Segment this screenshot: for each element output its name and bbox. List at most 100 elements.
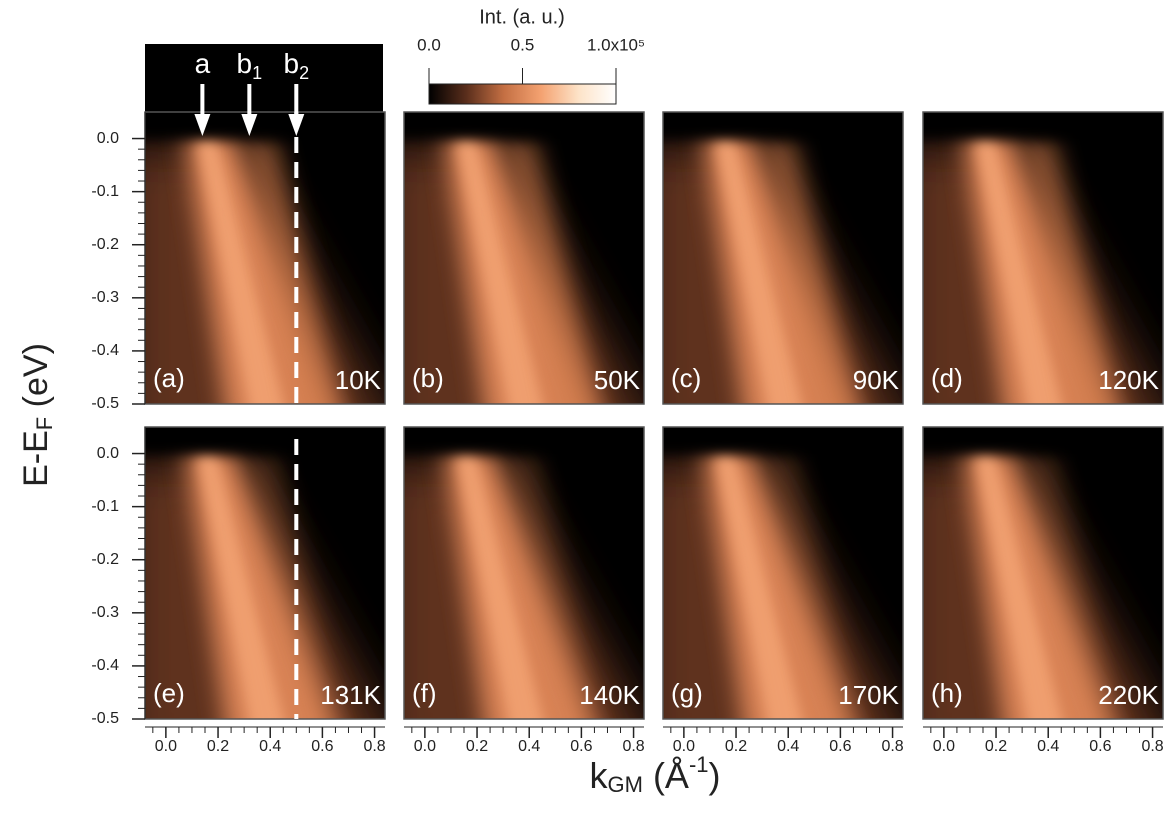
marker-label-sub: 1 [252, 63, 262, 83]
intensity-region [715, 453, 803, 719]
x-tick-label: 0.4 [518, 738, 540, 755]
fermi-cutoff [923, 112, 1163, 139]
temperature-label: 140K [579, 680, 640, 710]
y-tick-label: -0.2 [91, 551, 119, 568]
heatmap [404, 427, 644, 719]
x-tick-label: 0.8 [881, 738, 903, 755]
intensity-region [456, 138, 544, 404]
y-axis-label: E-EF (eV) [17, 343, 57, 487]
intensity-region [1022, 138, 1120, 404]
temperature-label: 131K [320, 680, 381, 710]
x-tick-label: 0.4 [259, 738, 281, 755]
panel-frame [922, 111, 1164, 405]
colorbar-tick-label: 1.0x10⁵ [587, 35, 645, 54]
heatmap [663, 427, 903, 719]
x-tick-label: 0.8 [363, 738, 385, 755]
intensity-region [197, 453, 285, 719]
heatmap [923, 112, 1163, 404]
marker-label-main: b [237, 48, 253, 79]
heatmap [145, 427, 385, 719]
panel-label: (d) [931, 363, 963, 393]
y-tick-label: -0.3 [91, 289, 119, 306]
intensity-region [715, 138, 803, 404]
y-tick-label: -0.1 [91, 183, 119, 200]
intensity-region [762, 453, 860, 719]
intensity-region [503, 453, 601, 719]
heatmap [404, 112, 644, 404]
intensity-region [456, 453, 544, 719]
x-tick-label: 0.6 [311, 738, 333, 755]
heatmap [663, 112, 903, 404]
fermi-cutoff [663, 427, 903, 454]
y-tick-label: -0.5 [91, 395, 119, 412]
marker-label: a [195, 48, 211, 79]
panel-frame [662, 426, 904, 720]
marker-label: b1 [237, 48, 263, 82]
x-tick-label: 0.0 [673, 738, 695, 755]
x-tick-label: 0.4 [777, 738, 799, 755]
panel-label: (f) [412, 678, 437, 708]
intensity-region [503, 138, 601, 404]
marker-label-main: b [284, 48, 300, 79]
temperature-label: 220K [1098, 680, 1159, 710]
fermi-cutoff [404, 427, 644, 454]
panel-frame [922, 426, 1164, 720]
panel-label: (e) [153, 678, 185, 708]
x-tick-label: 0.0 [933, 738, 955, 755]
intensity-region [975, 453, 1063, 719]
panel-frame [403, 111, 645, 405]
y-tick-label: -0.3 [91, 604, 119, 621]
intensity-region [762, 138, 860, 404]
x-tick-label: 0.6 [1089, 738, 1111, 755]
marker-arrowhead [194, 114, 211, 136]
fermi-cutoff [145, 427, 385, 454]
panel-label: (b) [412, 363, 444, 393]
temperature-label: 120K [1098, 365, 1159, 395]
heatmap [145, 112, 385, 404]
y-tick-label: 0.0 [97, 445, 119, 462]
x-tick-label: 0.6 [829, 738, 851, 755]
panel-label: (c) [671, 363, 701, 393]
y-tick-label: -0.4 [91, 342, 119, 359]
marker-label: b2 [284, 48, 310, 82]
y-tick-label: -0.1 [91, 498, 119, 515]
temperature-label: 50K [594, 365, 641, 395]
x-tick-label: 0.4 [1037, 738, 1059, 755]
panel-label: (g) [671, 678, 703, 708]
x-tick-label: 0.8 [622, 738, 644, 755]
x-axis-label: kGM (Å-1) [589, 752, 720, 797]
x-tick-label: 0.2 [985, 738, 1007, 755]
y-tick-label: -0.4 [91, 657, 119, 674]
heatmap [923, 427, 1163, 719]
x-tick-label: 0.2 [466, 738, 488, 755]
intensity-region [197, 138, 285, 404]
marker-arrowhead [241, 114, 258, 136]
temperature-label: 170K [838, 680, 899, 710]
intensity-region [244, 453, 342, 719]
x-tick-label: 0.2 [207, 738, 229, 755]
marker-arrowhead [288, 114, 305, 136]
colorbar-title: Int. (a. u.) [479, 6, 565, 28]
marker-label-main: a [195, 48, 211, 79]
panel-frame [662, 111, 904, 405]
fermi-cutoff [404, 112, 644, 139]
temperature-label: 90K [853, 365, 900, 395]
x-tick-label: 0.0 [414, 738, 436, 755]
y-tick-label: -0.2 [91, 236, 119, 253]
intensity-region [244, 138, 342, 404]
colorbar-tick-label: 0.0 [417, 35, 441, 54]
intensity-region [1022, 453, 1120, 719]
fermi-cutoff [923, 427, 1163, 454]
x-tick-label: 0.0 [155, 738, 177, 755]
fermi-cutoff [145, 112, 385, 139]
panel-frame [403, 426, 645, 720]
y-tick-label: 0.0 [97, 130, 119, 147]
y-tick-label: -0.5 [91, 710, 119, 727]
fermi-cutoff [663, 112, 903, 139]
temperature-label: 10K [335, 365, 382, 395]
intensity-region [975, 138, 1063, 404]
marker-box [145, 44, 383, 112]
colorbar [428, 83, 617, 105]
panel-label: (h) [931, 678, 963, 708]
